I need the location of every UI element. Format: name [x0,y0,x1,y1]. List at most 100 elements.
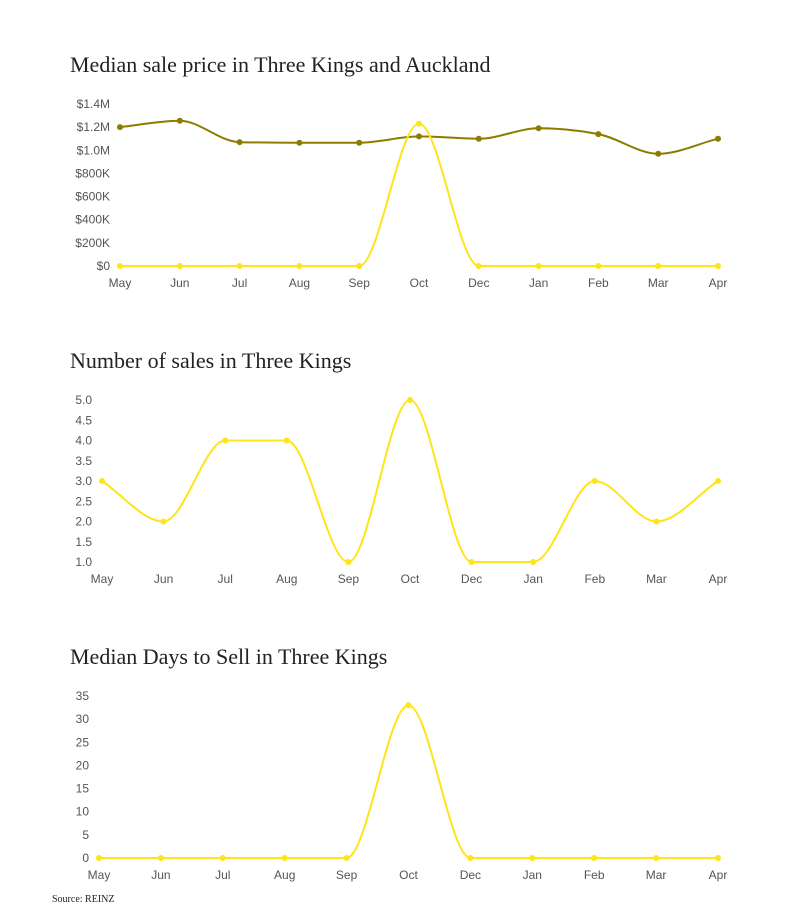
sales-xtick-label: Dec [461,572,482,586]
price-point-three-kings [475,263,482,269]
sales-ytick-label: 1.0 [75,555,92,569]
days-ytick-label: 35 [76,689,90,703]
sales-xtick-label: Oct [401,572,420,586]
price-point-three-kings [236,263,243,269]
sales-xtick-label: Aug [276,572,297,586]
days-xtick-label: Apr [709,868,728,882]
price-ytick-label: $1.0M [77,143,110,157]
sales-xtick-label: Sep [338,572,360,586]
price-xtick-label: Feb [588,276,609,290]
source-note: Source: REINZ [52,894,115,905]
price-point-auckland [655,150,662,157]
price-point-auckland [176,117,183,124]
price-xtick-label: Apr [709,276,728,290]
price-point-auckland [475,135,482,142]
days-ytick-label: 10 [76,805,90,819]
sales-point-three-kings [530,559,537,565]
price-point-auckland [535,125,542,132]
price-ytick-label: $600K [75,190,110,204]
days-point-three-kings [157,855,164,861]
sales-xtick-label: Apr [709,572,728,586]
days-point-three-kings [715,855,721,861]
price-xtick-label: Jan [529,276,548,290]
price-point-auckland [296,139,303,146]
price-chart-plot: $0 $200K $400K $600K $800K $1.0M $1.2M $1.4M May… [75,97,728,290]
days-point-three-kings [96,855,102,861]
days-chart-plot: 0 5 10 15 20 25 30 35 May Jun Jul Aug Sep Oct Dec Jan Fe… [76,689,728,882]
days-point-three-kings [591,855,598,861]
days-ytick-label: 5 [82,828,89,842]
sales-xtick-label: Jan [524,572,543,586]
days-line-three-kings [99,704,718,859]
price-ytick-label: $800K [75,166,110,180]
price-point-auckland [356,139,363,146]
price-point-three-kings [416,120,422,127]
price-xtick-label: Sep [349,276,371,290]
sales-ytick-label: 1.5 [75,535,92,549]
sales-xtick-label: Jun [154,572,173,586]
days-xtick-label: Jul [215,868,230,882]
sales-ytick-label: 5.0 [75,393,92,407]
days-point-three-kings [219,855,226,861]
price-point-auckland [595,131,602,138]
days-point-three-kings [467,855,474,861]
sales-xtick-label: May [91,572,114,586]
sales-xtick-label: Jul [218,572,233,586]
price-chart-title: Median sale price in Three Kings and Auc… [70,52,491,77]
price-point-three-kings [655,263,662,269]
sales-point-three-kings [468,559,475,565]
days-point-three-kings [529,855,536,861]
days-xtick-label: Mar [646,868,667,882]
price-point-three-kings [296,263,303,269]
sales-line-three-kings [101,398,719,564]
sales-point-three-kings [345,559,352,565]
price-point-three-kings [176,263,183,269]
price-point-three-kings [595,263,602,269]
days-point-three-kings [405,702,412,709]
price-xtick-label: Mar [648,276,669,290]
price-xtick-label: Dec [468,276,489,290]
days-xtick-label: Feb [584,868,605,882]
days-chart-title: Median Days to Sell in Three Kings [70,644,388,669]
price-point-three-kings [117,263,123,269]
sales-point-three-kings [283,437,290,444]
price-point-three-kings [356,263,363,269]
sales-point-three-kings [407,397,413,403]
days-ytick-label: 0 [82,851,89,865]
price-point-auckland [715,135,721,142]
sales-ytick-label: 3.5 [75,454,92,468]
price-xtick-label: Jun [170,276,189,290]
days-xtick-label: Jun [151,868,170,882]
price-ytick-label: $1.2M [77,120,110,134]
price-ytick-label: $400K [75,213,110,227]
price-point-auckland [236,139,243,146]
price-ytick-label: $0 [97,259,111,273]
days-xtick-label: Sep [336,868,358,882]
days-xtick-label: Jan [523,868,542,882]
price-point-auckland [416,133,422,140]
sales-point-three-kings [591,478,598,484]
days-xtick-label: Aug [274,868,295,882]
sales-ytick-label: 2.0 [75,515,92,529]
price-ytick-label: $1.4M [77,97,110,111]
days-ytick-label: 15 [76,782,90,796]
sales-chart-plot: 1.0 1.5 2.0 2.5 3.0 3.5 4.0 4.5 5.0 May Jun Jul Aug S… [75,393,728,586]
sales-point-three-kings [222,437,229,444]
price-xtick-label: Oct [410,276,429,290]
days-point-three-kings [343,855,350,861]
price-xtick-label: May [109,276,132,290]
days-xtick-label: Oct [399,868,418,882]
sales-point-three-kings [653,518,660,525]
price-ytick-label: $200K [75,236,110,250]
sales-ytick-label: 4.0 [75,434,92,448]
days-point-three-kings [281,855,288,861]
sales-xtick-label: Mar [646,572,667,586]
days-ytick-label: 30 [76,712,90,726]
sales-ytick-label: 3.0 [75,474,92,488]
price-point-auckland [117,124,123,131]
sales-point-three-kings [715,478,721,484]
days-xtick-label: May [88,868,111,882]
sales-ytick-label: 4.5 [75,413,92,427]
price-xtick-label: Jul [232,276,247,290]
price-xtick-label: Aug [289,276,310,290]
